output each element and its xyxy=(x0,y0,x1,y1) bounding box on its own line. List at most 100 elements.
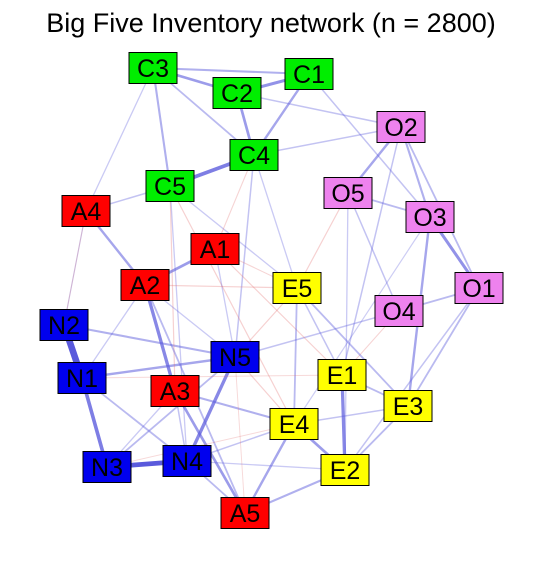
node-box-n1 xyxy=(57,362,107,394)
node-box-a4 xyxy=(61,195,111,227)
edge-o1-e2 xyxy=(344,287,480,471)
chart-title: Big Five Inventory network (n = 2800) xyxy=(46,8,496,38)
edge-n1-n5 xyxy=(80,355,237,380)
edge-n2-a4 xyxy=(63,210,87,326)
node-label-e4: E4 xyxy=(279,411,310,439)
edge-o1-e3 xyxy=(407,287,480,407)
node-box-n2 xyxy=(39,309,89,341)
node-c4: C4 xyxy=(229,139,279,171)
node-label-n1: N1 xyxy=(66,365,98,393)
edge-n2-n5 xyxy=(62,323,237,359)
node-box-c2 xyxy=(212,77,262,109)
node-label-c1: C1 xyxy=(293,61,325,89)
node-n2: N2 xyxy=(39,309,89,341)
node-a3: A3 xyxy=(150,375,200,407)
node-box-e5 xyxy=(272,272,322,304)
node-box-o2 xyxy=(376,111,426,143)
node-box-n5 xyxy=(210,341,260,373)
node-box-o5 xyxy=(323,177,373,209)
edge-n1-e1 xyxy=(81,374,343,379)
node-e3: E3 xyxy=(383,390,433,422)
node-box-n4 xyxy=(162,445,212,477)
node-a2: A2 xyxy=(120,269,170,301)
node-label-n2: N2 xyxy=(48,312,80,340)
node-label-o2: O2 xyxy=(384,114,417,142)
node-label-e1: E1 xyxy=(327,362,358,390)
node-box-c4 xyxy=(229,139,279,171)
edge-c3-c1 xyxy=(151,66,311,76)
edge-a1-n5 xyxy=(214,248,236,358)
edge-c5-e4 xyxy=(169,185,295,425)
node-o5: O5 xyxy=(323,177,373,209)
edge-o5-e2 xyxy=(344,192,349,471)
node-n5: N5 xyxy=(210,341,260,373)
node-box-e2 xyxy=(320,454,370,486)
node-box-a1 xyxy=(190,233,240,265)
edge-c5-a3 xyxy=(169,185,176,392)
node-box-n3 xyxy=(82,451,132,483)
node-layer: C3 C1 C2 C4 C5 O2 O5 O3 O1 O4 A4 A1 A2 A3 A5 E5 E1 E3 E4 E2… xyxy=(39,52,504,529)
node-box-e4 xyxy=(269,408,319,440)
node-label-o3: O3 xyxy=(413,204,446,232)
edge-c3-c5 xyxy=(151,66,172,188)
node-label-c2: C2 xyxy=(221,80,253,108)
node-label-o5: O5 xyxy=(331,180,364,208)
node-n3: N3 xyxy=(82,451,132,483)
edge-e5-e4 xyxy=(293,287,298,425)
node-label-a3: A3 xyxy=(160,378,191,406)
node-box-c3 xyxy=(128,52,178,84)
node-e5: E5 xyxy=(272,272,322,304)
node-label-e3: E3 xyxy=(393,393,424,421)
edge-c4-n5 xyxy=(234,154,255,358)
edge-o2-e1 xyxy=(341,126,402,376)
node-n1: N1 xyxy=(57,362,107,394)
node-n4: N4 xyxy=(162,445,212,477)
node-label-n3: N3 xyxy=(91,454,123,482)
edge-a5-n5 xyxy=(234,356,246,514)
node-label-e2: E2 xyxy=(330,457,361,485)
node-o3: O3 xyxy=(405,201,455,233)
node-o1: O1 xyxy=(454,272,504,304)
node-label-a5: A5 xyxy=(230,500,261,528)
edge-c1-o3 xyxy=(308,73,431,218)
node-o4: O4 xyxy=(374,295,424,327)
node-label-a2: A2 xyxy=(130,272,161,300)
edge-o3-e4 xyxy=(293,216,431,425)
edge-n4-n5 xyxy=(185,355,237,463)
node-box-o1 xyxy=(454,272,504,304)
edge-c3-a4 xyxy=(85,67,154,212)
edge-a4-n2 xyxy=(63,210,87,326)
node-label-n4: N4 xyxy=(171,448,203,476)
edge-a2-e5 xyxy=(144,284,298,289)
node-label-o1: O1 xyxy=(462,275,495,303)
node-box-o4 xyxy=(374,295,424,327)
node-box-a3 xyxy=(150,375,200,407)
node-o2: O2 xyxy=(376,111,426,143)
node-c5: C5 xyxy=(145,170,195,202)
edge-a2-a3 xyxy=(143,283,177,393)
edge-e2-n4 xyxy=(186,460,346,471)
node-c2: C2 xyxy=(212,77,262,109)
edge-n3-n5 xyxy=(106,356,236,468)
node-e4: E4 xyxy=(269,408,319,440)
node-c1: C1 xyxy=(284,58,334,90)
node-a4: A4 xyxy=(61,195,111,227)
node-box-e1 xyxy=(317,359,367,391)
node-label-e5: E5 xyxy=(282,275,313,303)
node-label-c3: C3 xyxy=(137,55,169,83)
node-a1: A1 xyxy=(190,233,240,265)
node-label-o4: O4 xyxy=(382,298,415,326)
node-box-e3 xyxy=(383,390,433,422)
node-box-c5 xyxy=(145,170,195,202)
node-e1: E1 xyxy=(317,359,367,391)
node-box-a2 xyxy=(120,269,170,301)
node-box-o3 xyxy=(405,201,455,233)
node-box-c1 xyxy=(284,58,334,90)
node-c3: C3 xyxy=(128,52,178,84)
node-e2: E2 xyxy=(320,454,370,486)
node-label-n5: N5 xyxy=(219,344,251,372)
edge-o5-o4 xyxy=(347,192,400,312)
node-label-a4: A4 xyxy=(71,198,102,226)
edge-c4-e5 xyxy=(253,154,298,289)
